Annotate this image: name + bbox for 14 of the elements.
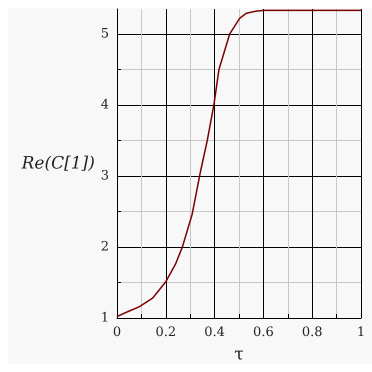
y-tick-label: 2 [100, 239, 109, 254]
x-tick-label: 0 [112, 325, 122, 340]
line-series [116, 10, 362, 318]
y-tick-label: 4 [100, 97, 109, 112]
y-tick-label: 5 [100, 26, 109, 42]
x-tick-label: 0.4 [204, 325, 225, 340]
x-tick-label: 0.6 [253, 325, 274, 340]
y-axis-title: Re(C[1]) [20, 154, 95, 174]
x-tick-label: 1 [356, 325, 366, 340]
x-tick-label: 0.2 [155, 325, 176, 340]
y-tick-label: 1 [100, 310, 109, 326]
x-tick-label: 0.8 [302, 325, 323, 340]
y-tick-label: 3 [100, 168, 109, 184]
x-axis-title: τ [234, 344, 244, 364]
